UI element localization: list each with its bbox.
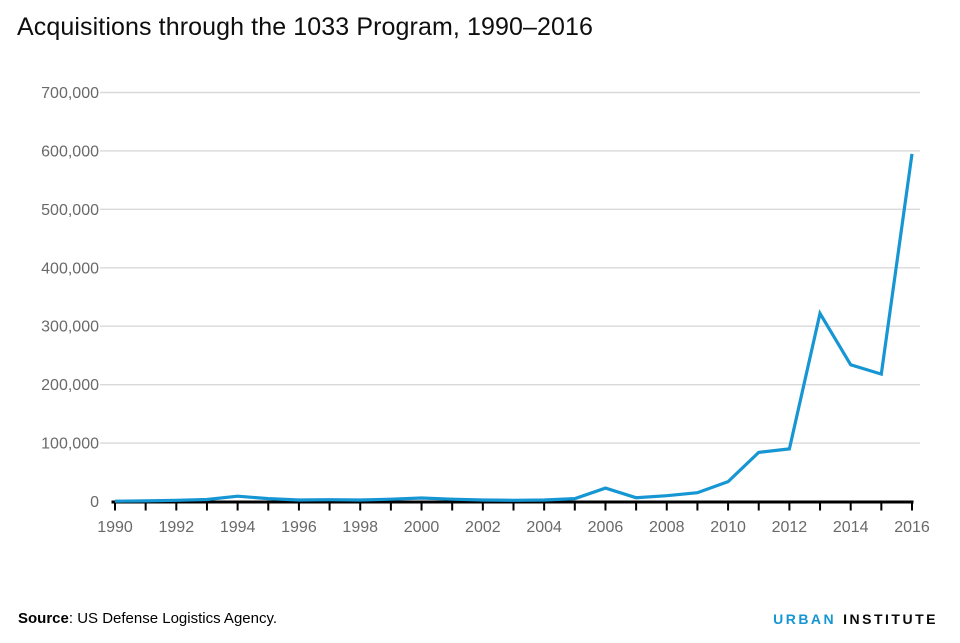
x-axis-label: 2008 <box>649 519 685 536</box>
x-axis-label: 1994 <box>220 519 256 536</box>
data-line-acquisitions <box>114 153 914 503</box>
x-axis-label: 2012 <box>772 519 808 536</box>
x-axis-label: 2006 <box>588 519 624 536</box>
y-axis-label: 0 <box>90 494 99 511</box>
y-axis-label: 400,000 <box>41 260 99 277</box>
y-axis-label: 300,000 <box>41 319 99 336</box>
x-axis-label: 2014 <box>833 519 869 536</box>
y-axis-label: 600,000 <box>41 143 99 160</box>
line-chart: 0 100,000 200,000 300,000 400,000 500,000 600,… <box>41 85 930 536</box>
x-axis-label: 1992 <box>159 519 195 536</box>
source-label: Source <box>18 610 69 627</box>
x-axis-label: 1996 <box>281 519 317 536</box>
logo-institute-text: INSTITUTE <box>843 611 938 627</box>
x-axis-label: 2000 <box>404 519 440 536</box>
logo-urban-text: URBAN <box>773 611 837 627</box>
x-axis-label: 2016 <box>894 519 930 536</box>
y-axis-label: 700,000 <box>41 85 99 102</box>
source-text: : US Defense Logistics Agency. <box>68 610 278 627</box>
y-axis-label: 100,000 <box>41 436 99 453</box>
chart-title: Acquisitions through the 1033 Program, 1… <box>17 13 594 41</box>
x-axis-label: 2010 <box>710 519 746 536</box>
x-axis-label: 1990 <box>97 519 133 536</box>
urban-institute-logo: URBAN INSTITUTE <box>773 611 938 627</box>
x-axis-label: 2002 <box>465 519 501 536</box>
x-axis-label: 2004 <box>526 519 562 536</box>
y-axis-label: 500,000 <box>41 202 99 219</box>
source-note: Source: US Defense Logistics Agency. <box>18 610 277 627</box>
y-axis-label: 200,000 <box>41 377 99 394</box>
x-axis-label: 1998 <box>342 519 378 536</box>
